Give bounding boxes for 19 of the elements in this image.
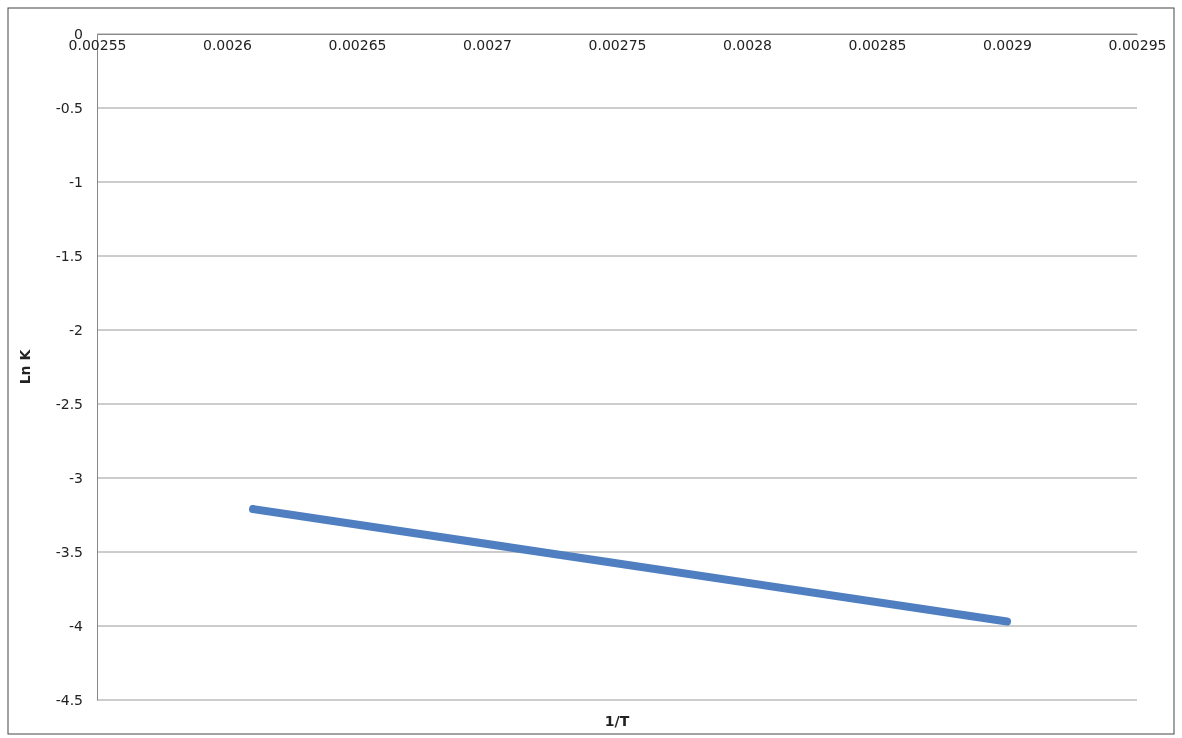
x-tick-label: 0.00265 <box>328 36 387 53</box>
x-tick-label: 0.0027 <box>463 36 512 53</box>
x-tick-label: 0.0026 <box>203 36 253 53</box>
x-tick-label: 0.0028 <box>723 36 772 53</box>
y-tick-label: -4.5 <box>55 691 83 708</box>
x-tick-label: 0.00275 <box>588 36 647 53</box>
y-tick-label: -3.5 <box>55 543 83 560</box>
y-tick-label: -2 <box>69 321 83 338</box>
y-tick-label: -2.5 <box>55 395 83 412</box>
x-axis-title: 1/T <box>604 713 630 729</box>
x-tick-label: 0.0029 <box>983 36 1032 53</box>
y-tick-label: -4 <box>69 617 84 634</box>
y-tick-label: -1.5 <box>55 247 83 264</box>
y-tick-label: -1 <box>69 173 83 190</box>
y-tick-label: -0.5 <box>55 99 83 116</box>
x-tick-label: 0.00295 <box>1108 36 1167 53</box>
y-tick-label: -3 <box>69 469 83 486</box>
y-axis-title: Ln K <box>17 348 33 385</box>
x-tick-label: 0.00285 <box>848 36 907 53</box>
